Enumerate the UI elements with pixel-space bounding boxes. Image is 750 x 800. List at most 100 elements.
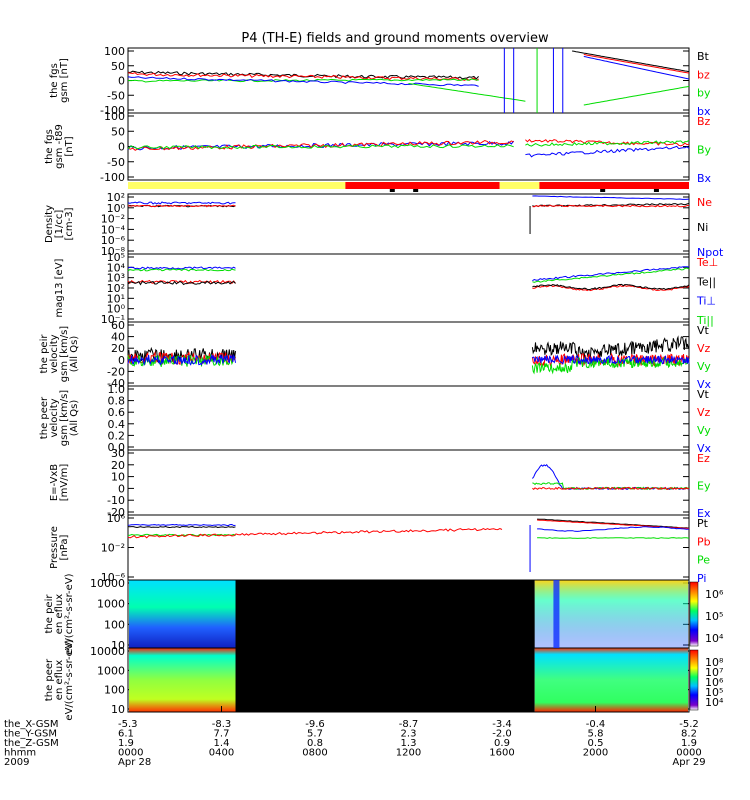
y-tick-label: 10⁻⁶ bbox=[101, 571, 126, 584]
y-axis-label: mag13 [eV] bbox=[54, 258, 65, 317]
y-axis-label: the fgs bbox=[49, 63, 60, 98]
y-tick-label: 10⁻² bbox=[101, 542, 125, 555]
mode-bar-fast bbox=[539, 182, 689, 189]
time-axis-value: 0800 bbox=[302, 748, 327, 759]
y-axis-label: gsm [km/s] bbox=[59, 326, 70, 382]
legend-entry: by bbox=[697, 87, 711, 100]
y-tick-label: 30 bbox=[111, 447, 125, 460]
y-tick-label: -40 bbox=[107, 377, 125, 390]
time-axis-value: 1.9 bbox=[681, 738, 697, 749]
panel-frame bbox=[127, 449, 690, 516]
series-by bbox=[127, 144, 514, 150]
colorbar-tick-label: 10⁵ bbox=[705, 686, 723, 699]
series-bx bbox=[127, 76, 479, 87]
panel-fgs-t89: 100 50 0 -50 -100 the fgs gsm -t89 [nT] Bz By Bx bbox=[44, 110, 712, 185]
time-axis-value: 2.3 bbox=[401, 729, 417, 740]
spectrogram-late bbox=[534, 580, 688, 648]
y-tick-label: 10⁻¹ bbox=[101, 313, 125, 326]
y-axis-label: Density bbox=[44, 205, 55, 243]
time-axis-value: -9.6 bbox=[305, 719, 325, 730]
series-ti-perp bbox=[127, 266, 236, 270]
time-axis-value: 8.2 bbox=[681, 729, 697, 740]
y-tick-label: -10 bbox=[107, 494, 125, 507]
colorbar-tick-label: 10⁴ bbox=[705, 632, 724, 645]
legend-entry: Npot bbox=[697, 246, 724, 259]
spectrogram-late bbox=[534, 648, 688, 712]
time-axis-value: -8.7 bbox=[399, 719, 419, 730]
legend-entry: Vt bbox=[697, 388, 710, 401]
legend-entry: Vy bbox=[697, 360, 711, 373]
series-pe-late bbox=[537, 537, 690, 539]
y-tick-label: 50 bbox=[111, 125, 125, 138]
legend-entry: Bx bbox=[697, 172, 712, 185]
y-tick-label: 10⁻⁸ bbox=[101, 245, 126, 258]
colorbar-tick-label: 10⁷ bbox=[705, 666, 723, 679]
y-tick-label: 10000 bbox=[90, 577, 125, 590]
y-tick-label: 0.8 bbox=[108, 395, 126, 408]
y-axis-label: the peir bbox=[44, 594, 55, 634]
legend-entry: Te⊥ bbox=[696, 256, 718, 269]
time-axis-value: Apr 28 bbox=[118, 757, 151, 768]
series-te-perp bbox=[127, 279, 236, 285]
time-axis-value: 7.7 bbox=[214, 729, 230, 740]
y-tick-label: -20 bbox=[107, 506, 125, 519]
colorbar bbox=[689, 581, 699, 647]
y-axis-label: [1/cc] bbox=[54, 210, 65, 239]
y-tick-label: 1.0 bbox=[108, 383, 126, 396]
time-axis-value: 5.7 bbox=[307, 729, 323, 740]
legend-entry: Vy bbox=[697, 424, 711, 437]
series-te-par bbox=[127, 280, 236, 286]
y-axis-label: (All Qs) bbox=[69, 336, 80, 373]
series-bx-late bbox=[525, 145, 690, 158]
y-tick-label: 100 bbox=[104, 684, 125, 697]
series-npot-late bbox=[532, 195, 690, 200]
y-tick-label: 100 bbox=[104, 45, 125, 58]
y-tick-label: 10 bbox=[111, 471, 125, 484]
series-te-par-late bbox=[532, 283, 690, 291]
series-by-mid bbox=[408, 83, 526, 102]
series-by-late bbox=[525, 139, 690, 147]
mode-bar-mark bbox=[600, 189, 606, 192]
mode-bar-mark bbox=[653, 189, 659, 192]
y-tick-label: -100 bbox=[100, 104, 125, 117]
series-bt bbox=[127, 70, 479, 80]
y-axis-label: the peer bbox=[44, 658, 55, 701]
y-axis-label: velocity bbox=[49, 334, 60, 373]
series-npot bbox=[127, 201, 236, 205]
series-by bbox=[128, 78, 479, 83]
series-pi-late bbox=[537, 526, 690, 532]
series-ti-perp-late bbox=[532, 266, 690, 282]
y-tick-label: 0.6 bbox=[108, 406, 126, 419]
y-tick-label: 0.2 bbox=[108, 429, 126, 442]
y-axis-label: gsm [km/s] bbox=[59, 390, 70, 446]
y-tick-label: 60 bbox=[111, 319, 125, 332]
y-tick-label: 10⁴ bbox=[107, 261, 126, 274]
legend-entry: Ex bbox=[697, 507, 711, 520]
y-axis-label: en eflux bbox=[54, 660, 65, 700]
y-tick-label: 10² bbox=[107, 282, 125, 295]
series-ti-par-late bbox=[532, 267, 690, 283]
time-axis-row-label: hhmm bbox=[4, 748, 36, 759]
y-axis-label: gsm -t89 bbox=[54, 124, 65, 169]
time-axis-value: -3.4 bbox=[492, 719, 512, 730]
series-pe bbox=[127, 533, 236, 537]
legend-entry: Ne bbox=[697, 196, 712, 209]
y-axis-label: gsm [nT] bbox=[59, 58, 70, 103]
panel-frame bbox=[127, 385, 690, 451]
panel-peer-velocity: 1.00.80.60.40.20.0 the peer velocity gsm [k… bbox=[39, 383, 712, 455]
y-tick-label: 10⁰ bbox=[107, 303, 126, 316]
spectrogram-early bbox=[129, 648, 237, 712]
legend-entry: bz bbox=[697, 68, 710, 81]
legend-entry: Vt bbox=[697, 324, 710, 337]
legend-entry: Pb bbox=[697, 535, 711, 548]
panel-frame bbox=[127, 193, 690, 255]
y-tick-label: 20 bbox=[111, 342, 125, 355]
series-bx-late bbox=[583, 56, 690, 80]
y-axis-label: the peer bbox=[39, 396, 50, 439]
panel-pressure: 10⁶ 10⁻² 10⁻⁶ Pressure [nPa] Pt Pb Pe Pi bbox=[49, 512, 711, 585]
series-vt-late bbox=[531, 335, 690, 361]
series-pt-late bbox=[537, 518, 690, 529]
chart-title: P4 (TH-E) fields and ground moments over… bbox=[241, 31, 549, 46]
colorbar bbox=[689, 649, 699, 711]
